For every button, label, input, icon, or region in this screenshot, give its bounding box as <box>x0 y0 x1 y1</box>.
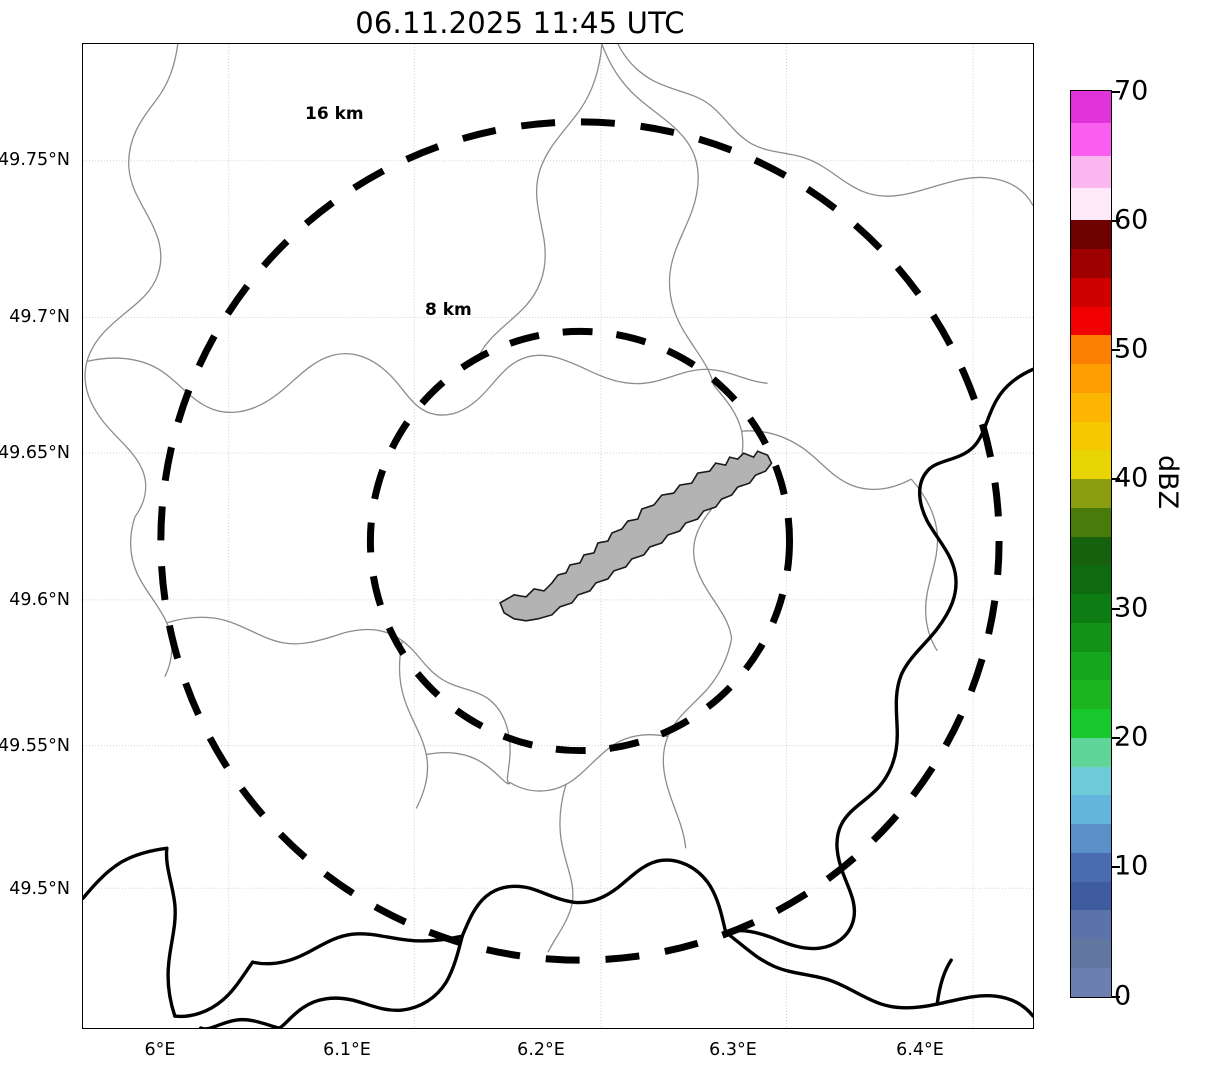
colorbar-band <box>1071 709 1111 738</box>
colorbar-tick-label: 10 <box>1114 850 1149 882</box>
radar-map-plot[interactable]: 16 km 8 km <box>82 43 1034 1029</box>
page-title: 06.11.2025 11:45 UTC <box>355 6 685 40</box>
y-tick-label: 49.65°N <box>0 443 70 463</box>
colorbar-band <box>1071 594 1111 623</box>
colorbar-tickmark <box>1111 91 1120 93</box>
x-tick-label: 6.1°E <box>323 1040 371 1060</box>
colorbar-band <box>1071 507 1111 537</box>
x-tick-label: 6.4°E <box>896 1040 944 1060</box>
colorbar-band <box>1071 220 1111 250</box>
colorbar-tickmark <box>1111 737 1120 739</box>
colorbar-tick-label: 30 <box>1114 592 1149 624</box>
colorbar-band <box>1071 910 1111 940</box>
colorbar-band <box>1071 335 1111 365</box>
x-tick-label: 6°E <box>144 1040 176 1060</box>
colorbar-band <box>1071 249 1111 278</box>
colorbar-tick-label: 60 <box>1114 204 1149 236</box>
y-axis: 49.75°N 49.7°N 49.65°N 49.6°N 49.55°N 49… <box>0 0 76 1073</box>
colorbar-band <box>1071 766 1111 796</box>
colorbar-band <box>1071 967 1111 997</box>
colorbar-tickmark <box>1111 349 1120 351</box>
y-tick-label: 49.5°N <box>9 879 70 899</box>
range-ring-16km-label: 16 km <box>305 104 364 124</box>
y-tick-label: 49.75°N <box>0 150 70 170</box>
gridlines <box>83 44 1033 1028</box>
colorbar-band <box>1071 155 1111 189</box>
range-ring-16km <box>157 118 1003 964</box>
colorbar-tickmark <box>1111 478 1120 480</box>
colorbar-band <box>1071 188 1111 221</box>
colorbar-band <box>1071 91 1111 124</box>
y-tick-label: 49.7°N <box>9 307 70 327</box>
colorbar-tick-label: 20 <box>1114 721 1149 753</box>
city-polygon <box>499 450 773 622</box>
colorbar-band <box>1071 680 1111 710</box>
admin-boundaries <box>84 44 1033 953</box>
colorbar-band <box>1071 421 1111 451</box>
colorbar-tick-label: 70 <box>1114 75 1149 107</box>
colorbar-band <box>1071 392 1111 422</box>
colorbar-band <box>1071 651 1111 681</box>
colorbar-band <box>1071 306 1111 336</box>
colorbar-band <box>1071 795 1111 825</box>
range-ring-8km <box>366 327 794 755</box>
colorbar[interactable] <box>1070 90 1112 998</box>
colorbar-band <box>1071 852 1111 882</box>
colorbar-band <box>1071 450 1111 480</box>
colorbar-band <box>1071 881 1111 911</box>
map-canvas <box>83 44 1033 1028</box>
colorbar-tickmark <box>1111 996 1120 998</box>
x-tick-label: 6.3°E <box>709 1040 757 1060</box>
colorbar-band <box>1071 622 1111 652</box>
colorbar-axis-label: dBZ <box>1152 455 1183 510</box>
colorbar-band <box>1071 479 1111 508</box>
colorbar-band <box>1071 536 1111 566</box>
colorbar-band <box>1071 939 1111 968</box>
colorbar-tick-label: 0 <box>1114 980 1132 1012</box>
colorbar-band <box>1071 123 1111 156</box>
colorbar-tick-label: 50 <box>1114 333 1149 365</box>
colorbar-tickmark <box>1111 608 1120 610</box>
y-tick-label: 49.55°N <box>0 736 70 756</box>
colorbar-tick-label: 40 <box>1114 462 1149 494</box>
colorbar-band <box>1071 277 1111 307</box>
colorbar-tickmark <box>1111 220 1120 222</box>
range-ring-8km-label: 8 km <box>425 300 472 320</box>
x-tick-label: 6.2°E <box>517 1040 565 1060</box>
colorbar-band <box>1071 737 1111 767</box>
national-border <box>83 367 1033 1028</box>
colorbar-band <box>1071 364 1111 393</box>
colorbar-band <box>1071 824 1111 853</box>
y-tick-label: 49.6°N <box>9 590 70 610</box>
colorbar-tickmark <box>1111 866 1120 868</box>
colorbar-band <box>1071 565 1111 595</box>
